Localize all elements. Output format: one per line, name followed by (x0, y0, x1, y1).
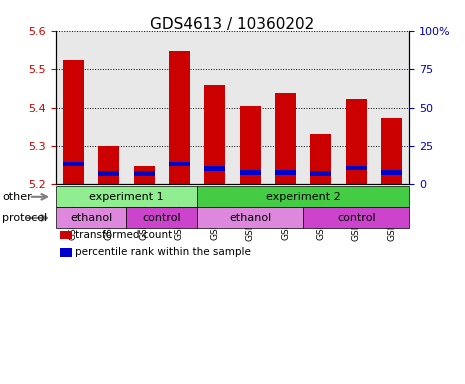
Bar (275, 170, 296, 175)
Text: control: control (337, 213, 376, 223)
Bar (310, 171, 332, 176)
Text: ethanol: ethanol (229, 213, 271, 223)
Text: protocol: protocol (2, 213, 47, 223)
Text: percentile rank within the sample: percentile rank within the sample (75, 247, 251, 257)
Bar (133, 171, 155, 176)
Bar (381, 170, 402, 175)
Bar (169, 51, 190, 184)
Text: ethanol: ethanol (70, 213, 112, 223)
Bar (345, 166, 367, 170)
Text: other: other (2, 192, 32, 202)
Bar (275, 93, 296, 184)
Bar (310, 134, 332, 184)
Bar (98, 171, 120, 176)
Bar (133, 166, 155, 184)
Bar (345, 99, 367, 184)
Bar (239, 106, 261, 184)
Bar (98, 146, 120, 184)
Text: experiment 2: experiment 2 (266, 192, 340, 202)
Bar (63, 60, 84, 184)
Bar (381, 118, 402, 184)
Bar (204, 85, 226, 184)
Text: control: control (142, 213, 181, 223)
Text: experiment 1: experiment 1 (89, 192, 164, 202)
Bar (204, 166, 226, 171)
Bar (63, 162, 84, 166)
Bar (169, 162, 190, 166)
Text: GDS4613 / 10360202: GDS4613 / 10360202 (150, 17, 315, 32)
Text: transformed count: transformed count (75, 230, 173, 240)
Bar (239, 170, 261, 175)
